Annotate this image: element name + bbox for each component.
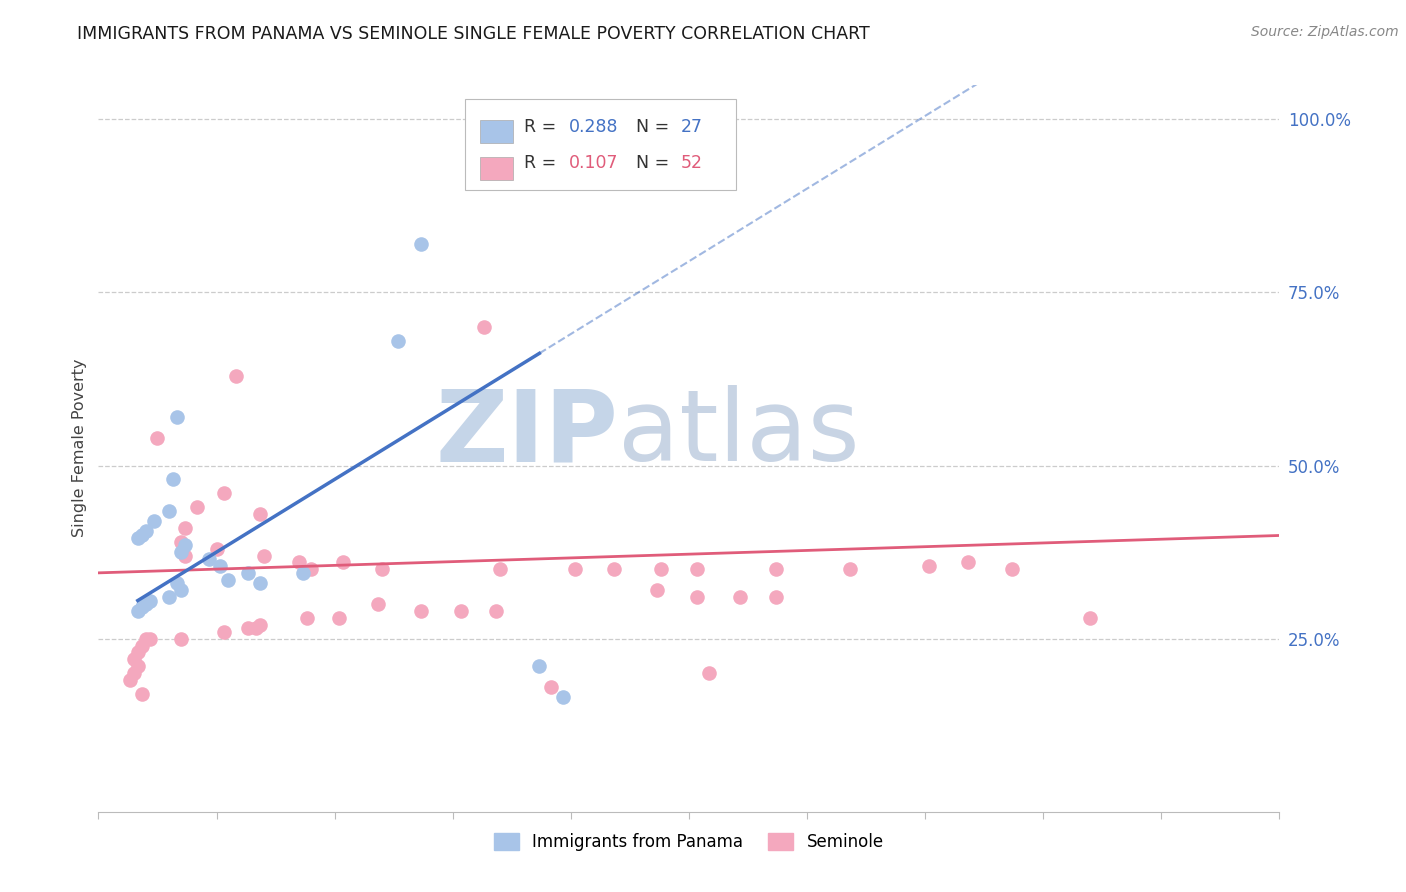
- Point: [205, 541, 228, 556]
- Point: [292, 566, 315, 580]
- Text: R =: R =: [523, 118, 561, 136]
- Point: [127, 659, 149, 673]
- Point: [162, 472, 184, 486]
- Point: [728, 590, 751, 604]
- Point: [501, 112, 523, 127]
- Text: R =: R =: [523, 154, 561, 172]
- Point: [245, 621, 267, 635]
- Point: [249, 576, 271, 591]
- Point: [118, 673, 141, 688]
- Point: [411, 237, 433, 252]
- Point: [650, 562, 672, 576]
- Point: [1080, 611, 1102, 625]
- Point: [603, 562, 626, 576]
- Point: [170, 583, 193, 598]
- Point: [122, 652, 145, 666]
- Point: [138, 632, 160, 646]
- Point: [217, 573, 239, 587]
- Point: [174, 521, 197, 535]
- Legend: Immigrants from Panama, Seminole: Immigrants from Panama, Seminole: [488, 826, 890, 858]
- Point: [131, 600, 153, 615]
- Point: [138, 593, 160, 607]
- Point: [127, 531, 149, 545]
- Point: [166, 410, 188, 425]
- Point: [146, 431, 169, 445]
- Point: [540, 680, 562, 694]
- Point: [332, 556, 354, 570]
- Point: [485, 604, 508, 618]
- Point: [135, 632, 157, 646]
- Point: [249, 507, 271, 521]
- Point: [1001, 562, 1024, 576]
- Point: [236, 621, 259, 635]
- Point: [174, 538, 197, 552]
- Point: [371, 562, 394, 576]
- FancyBboxPatch shape: [464, 99, 737, 190]
- Point: [253, 549, 276, 563]
- Text: ZIP: ZIP: [436, 385, 619, 483]
- Point: [387, 334, 409, 348]
- Text: IMMIGRANTS FROM PANAMA VS SEMINOLE SINGLE FEMALE POVERTY CORRELATION CHART: IMMIGRANTS FROM PANAMA VS SEMINOLE SINGL…: [77, 25, 870, 43]
- Point: [328, 611, 350, 625]
- Point: [411, 604, 433, 618]
- Point: [127, 645, 149, 659]
- Point: [209, 558, 232, 573]
- Point: [686, 590, 709, 604]
- Text: N =: N =: [636, 118, 675, 136]
- Point: [166, 576, 188, 591]
- Point: [295, 611, 318, 625]
- Point: [450, 604, 472, 618]
- Point: [225, 368, 247, 383]
- Point: [236, 566, 259, 580]
- Point: [214, 624, 236, 639]
- Text: 27: 27: [681, 118, 703, 136]
- Point: [170, 632, 193, 646]
- Point: [131, 528, 153, 542]
- Point: [142, 514, 165, 528]
- Text: 0.107: 0.107: [568, 154, 619, 172]
- Point: [197, 552, 219, 566]
- Point: [249, 617, 271, 632]
- Point: [122, 666, 145, 681]
- Text: 52: 52: [681, 154, 703, 172]
- Point: [186, 500, 208, 514]
- Point: [135, 524, 157, 539]
- Point: [170, 534, 193, 549]
- Point: [157, 590, 180, 604]
- Point: [299, 562, 322, 576]
- Point: [647, 583, 669, 598]
- Point: [918, 558, 941, 573]
- Point: [157, 503, 180, 517]
- Point: [564, 562, 586, 576]
- Point: [135, 597, 157, 611]
- Point: [127, 604, 149, 618]
- Text: 0.288: 0.288: [568, 118, 619, 136]
- Point: [174, 549, 197, 563]
- Point: [529, 659, 551, 673]
- Point: [765, 590, 787, 604]
- Text: atlas: atlas: [619, 385, 859, 483]
- Y-axis label: Single Female Poverty: Single Female Poverty: [72, 359, 87, 538]
- Point: [131, 639, 153, 653]
- Point: [551, 690, 574, 705]
- Point: [697, 666, 720, 681]
- Point: [686, 562, 709, 576]
- FancyBboxPatch shape: [479, 120, 513, 144]
- Point: [957, 556, 980, 570]
- Text: Source: ZipAtlas.com: Source: ZipAtlas.com: [1251, 25, 1399, 39]
- FancyBboxPatch shape: [479, 157, 513, 179]
- Point: [131, 687, 153, 701]
- Point: [170, 545, 193, 559]
- Point: [489, 562, 512, 576]
- Point: [765, 562, 787, 576]
- Point: [214, 486, 236, 500]
- Point: [288, 556, 311, 570]
- Point: [367, 597, 389, 611]
- Point: [839, 562, 862, 576]
- Point: [472, 320, 495, 334]
- Text: N =: N =: [636, 154, 675, 172]
